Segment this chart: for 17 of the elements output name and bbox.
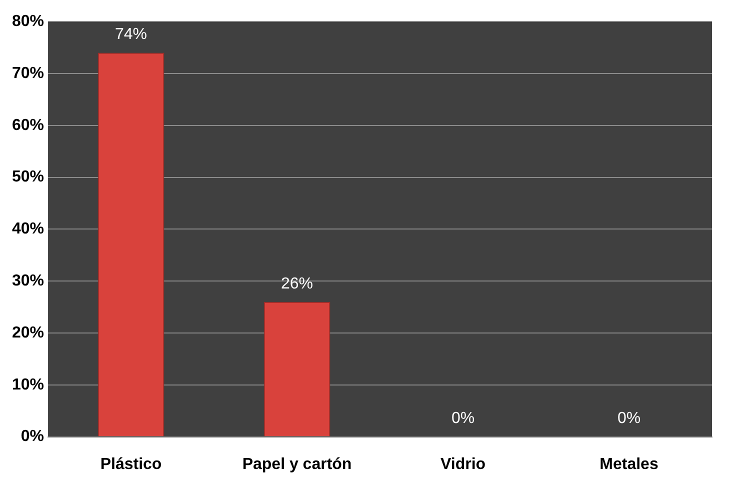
data-label: 0% (451, 410, 475, 428)
y-tick-label: 0% (20, 428, 44, 446)
x-tick-label: Metales (600, 456, 658, 473)
y-tick-label: 10% (12, 376, 44, 394)
y-tick-label: 20% (12, 324, 44, 342)
data-label: 0% (617, 410, 641, 428)
data-label: 26% (281, 275, 314, 292)
data-label: 74% (115, 26, 148, 44)
x-tick-label: Vidrio (440, 456, 486, 473)
x-tick-label: Plástico (100, 456, 162, 473)
y-tick-label: 70% (12, 64, 44, 82)
y-tick-label: 40% (12, 220, 44, 238)
y-tick-label: 50% (12, 168, 44, 186)
y-tick-label: 30% (12, 272, 44, 290)
y-tick-label: 60% (12, 116, 44, 134)
y-tick-label: 80% (12, 13, 44, 30)
x-tick-label: Papel y cartón (242, 456, 352, 473)
